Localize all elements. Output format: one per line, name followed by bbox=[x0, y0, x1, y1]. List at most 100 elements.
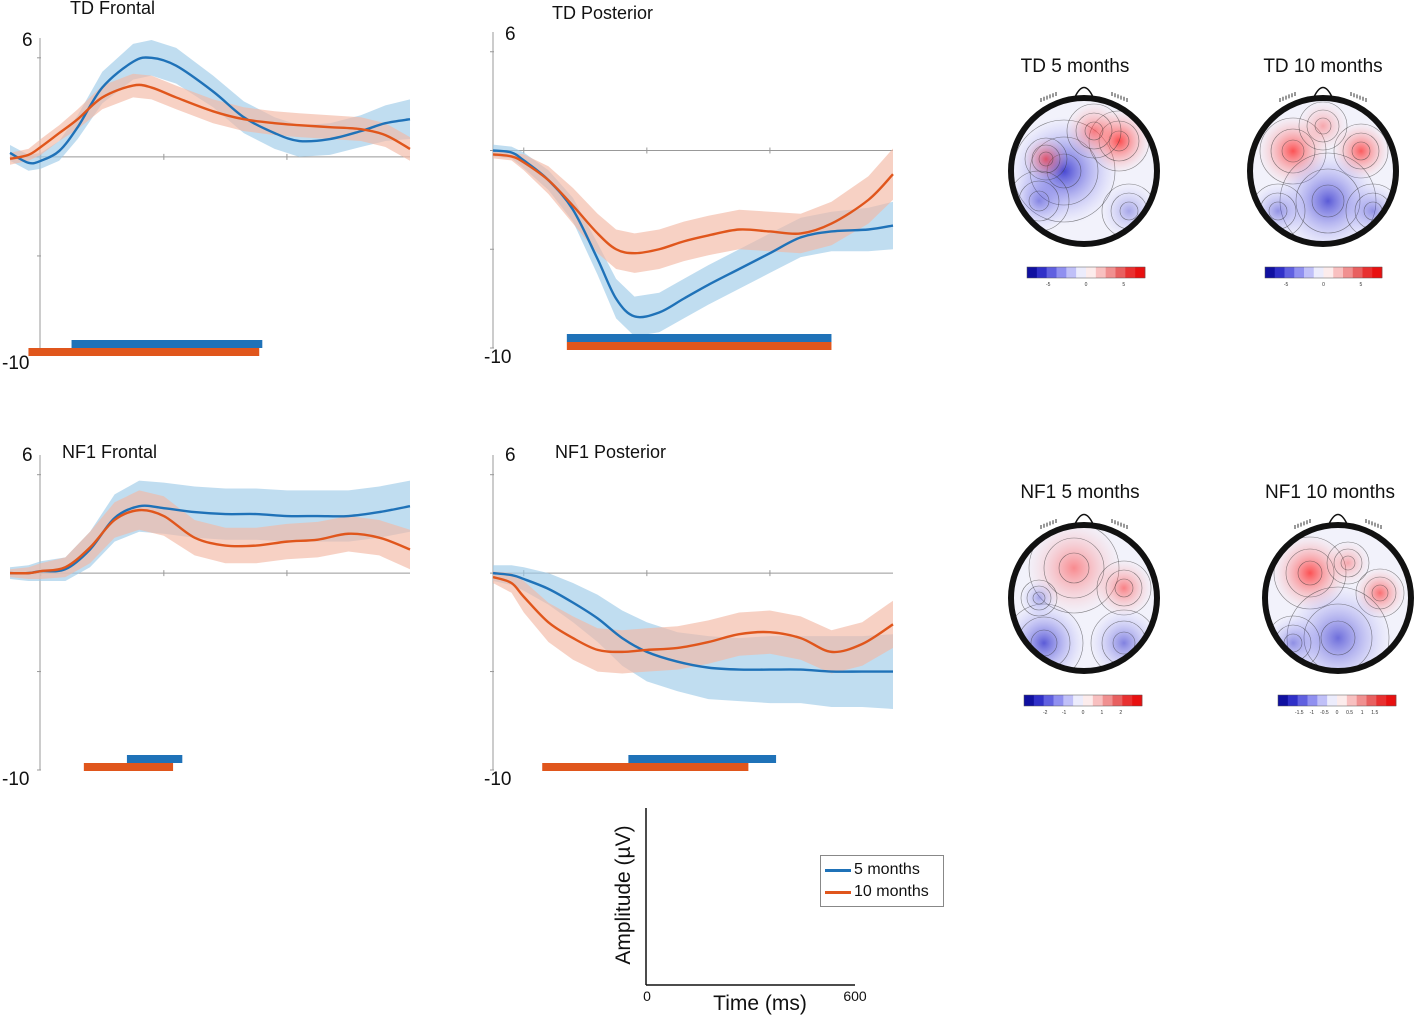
colorbar-cell bbox=[1033, 695, 1044, 706]
topo-map-0 bbox=[1011, 98, 1157, 244]
topo-blob bbox=[1325, 540, 1371, 586]
colorbar-cell bbox=[1086, 267, 1097, 278]
colorbar-cell bbox=[1297, 695, 1308, 706]
scale-x-start: 0 bbox=[643, 988, 651, 1004]
colorbar-tick-label: -2 bbox=[1043, 710, 1048, 716]
y-max-label: 6 bbox=[505, 445, 516, 466]
colorbar-cell bbox=[1287, 695, 1298, 706]
y-min-label: -10 bbox=[484, 347, 511, 368]
colorbar-cell bbox=[1053, 695, 1064, 706]
topo-blob bbox=[1095, 559, 1153, 617]
scale-x-label: Time (ms) bbox=[713, 992, 807, 1015]
colorbar-cell bbox=[1036, 267, 1047, 278]
line-10-months bbox=[492, 575, 894, 654]
colorbar-cell bbox=[1132, 695, 1143, 706]
topo-title-nf1-10: NF1 10 months bbox=[1265, 482, 1395, 503]
topo-contour bbox=[1038, 151, 1054, 167]
colorbar-cell bbox=[1337, 695, 1348, 706]
sig-bar-10-months bbox=[28, 348, 260, 356]
legend-item-10-months: 10 months bbox=[825, 883, 929, 901]
topo-map-3 bbox=[1265, 525, 1411, 671]
colorbar-tick-label: 0.5 bbox=[1346, 710, 1353, 716]
topo-title-td-10: TD 10 months bbox=[1263, 56, 1383, 77]
sig-bar-10-months bbox=[83, 763, 174, 771]
colorbar-tick-label: -5 bbox=[1284, 282, 1289, 288]
legend-label-10-months: 10 months bbox=[854, 883, 929, 900]
topo-contour bbox=[1058, 552, 1090, 584]
topo-contour bbox=[1090, 609, 1157, 671]
colorbar-tick-label: 0 bbox=[1082, 710, 1085, 716]
topo-title-td-5: TD 5 months bbox=[1020, 56, 1130, 77]
panel-title: NF1 Posterior bbox=[555, 442, 666, 462]
colorbar-cell bbox=[1366, 695, 1377, 706]
panel-2 bbox=[9, 455, 411, 771]
y-min-label: -10 bbox=[2, 353, 29, 374]
colorbar-cell bbox=[1294, 267, 1305, 278]
line-5-months bbox=[492, 571, 893, 673]
nose-icon bbox=[1074, 86, 1094, 98]
legend-label-5-months: 5 months bbox=[854, 861, 920, 878]
colorbar-tick-label: 1 bbox=[1361, 710, 1364, 716]
colorbar-tick-label: 1.5 bbox=[1371, 710, 1378, 716]
colorbar-cell bbox=[1092, 695, 1103, 706]
colorbar-frame bbox=[1023, 694, 1143, 707]
y-min-label: -10 bbox=[484, 769, 511, 790]
colorbar-1: -5 0 5 bbox=[1264, 266, 1383, 288]
colorbar-cell bbox=[1066, 267, 1077, 278]
colorbar-tick-label: 0 bbox=[1085, 282, 1088, 288]
legend-swatch-5-months bbox=[825, 868, 851, 872]
nose-icon bbox=[1328, 513, 1348, 525]
colorbar-tick-label: -0.5 bbox=[1320, 710, 1329, 716]
scalp-outline bbox=[1247, 95, 1399, 247]
topo-contour bbox=[1105, 569, 1143, 607]
topo-contour bbox=[1119, 201, 1139, 221]
topo-contour bbox=[1340, 555, 1356, 571]
topo-contour bbox=[1314, 117, 1332, 135]
colorbar-cell bbox=[1352, 267, 1363, 278]
topo-blob bbox=[1019, 578, 1059, 618]
colorbar-cell bbox=[1362, 267, 1373, 278]
topo-contour bbox=[1026, 585, 1052, 611]
colorbar-cell bbox=[1063, 695, 1074, 706]
line-10-months bbox=[9, 83, 411, 161]
topo-contour bbox=[1028, 190, 1050, 212]
colorbar-cell bbox=[1346, 695, 1357, 706]
panel-0 bbox=[9, 38, 411, 356]
topo-contour bbox=[1114, 578, 1134, 598]
colorbar-3: -1.5 -1 -0.5 0 0.5 1 1.5 bbox=[1277, 694, 1397, 716]
colorbar-0: -5 0 5 bbox=[1026, 266, 1146, 288]
colorbar-cell bbox=[1102, 695, 1113, 706]
colorbar-cell bbox=[1265, 267, 1276, 278]
topo-contour bbox=[1297, 560, 1323, 586]
topo-contour bbox=[1371, 584, 1389, 602]
panel-title: TD Posterior bbox=[552, 3, 653, 23]
colorbar-cell bbox=[1313, 267, 1324, 278]
panel-title: NF1 Frontal bbox=[62, 442, 157, 462]
colorbar-cell bbox=[1027, 267, 1038, 278]
colorbar-cell bbox=[1046, 267, 1057, 278]
colorbar-cell bbox=[1284, 267, 1295, 278]
line-10-months bbox=[9, 508, 411, 575]
colorbar-tick-label: 1 bbox=[1100, 710, 1103, 716]
panel-3 bbox=[490, 455, 894, 771]
topo-contour bbox=[1333, 548, 1363, 578]
colorbar-cell bbox=[1274, 267, 1285, 278]
topo-contour bbox=[1112, 631, 1136, 655]
band-10-months bbox=[493, 148, 893, 273]
scale-y-label: Amplitude (µV) bbox=[612, 825, 635, 964]
topo-contour bbox=[1268, 201, 1288, 221]
colorbar-cell bbox=[1105, 267, 1116, 278]
colorbar-cell bbox=[1372, 267, 1383, 278]
sig-bar-5-months bbox=[126, 755, 183, 763]
topo-contour bbox=[1298, 101, 1348, 151]
colorbar-cell bbox=[1343, 267, 1354, 278]
colorbar-tick-label: 0 bbox=[1336, 710, 1339, 716]
colorbar-cell bbox=[1356, 695, 1367, 706]
colorbar-cell bbox=[1112, 695, 1123, 706]
sig-bar-10-months bbox=[542, 763, 749, 771]
band-10-months bbox=[10, 73, 410, 165]
colorbar-cell bbox=[1323, 267, 1334, 278]
colorbar-cell bbox=[1125, 267, 1136, 278]
